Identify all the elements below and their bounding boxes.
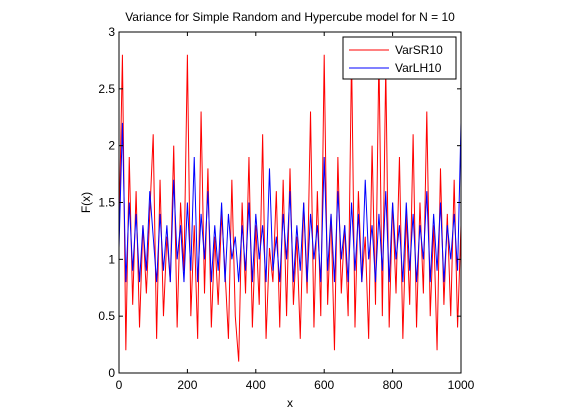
- x-tick-label: 800: [383, 378, 403, 392]
- y-axis-ticks: 0 0.5 1 1.5 2 2.5 3: [98, 25, 461, 380]
- x-tick-label: 1000: [448, 378, 475, 392]
- y-tick-label: 0: [108, 366, 115, 380]
- y-tick-label: 3: [108, 25, 115, 39]
- legend-box: [342, 36, 457, 80]
- x-axis-ticks: 0 200 400 600 800 1000: [116, 32, 475, 392]
- x-tick-label: 600: [314, 378, 334, 392]
- x-tick-label: 200: [177, 378, 197, 392]
- series-line-varlh10: [118, 122, 462, 283]
- legend: VarSR10 VarLH10: [342, 36, 457, 80]
- legend-label-varlh10: VarLH10: [395, 61, 442, 75]
- y-tick-label: 0.5: [98, 309, 115, 323]
- y-tick-label: 2: [108, 139, 115, 153]
- y-tick-label: 1: [108, 252, 115, 266]
- plot-area: [118, 31, 462, 374]
- legend-label-varsr10: VarSR10: [395, 43, 443, 57]
- x-axis-label: x: [287, 396, 293, 410]
- y-tick-label: 2.5: [98, 82, 115, 96]
- series-line-varsr10: [118, 54, 462, 362]
- y-tick-label: 1.5: [98, 196, 115, 210]
- y-axis-label: F(x): [79, 192, 93, 213]
- x-tick-label: 400: [246, 378, 266, 392]
- x-tick-label: 0: [116, 378, 123, 392]
- chart-title: Variance for Simple Random and Hypercube…: [125, 10, 455, 24]
